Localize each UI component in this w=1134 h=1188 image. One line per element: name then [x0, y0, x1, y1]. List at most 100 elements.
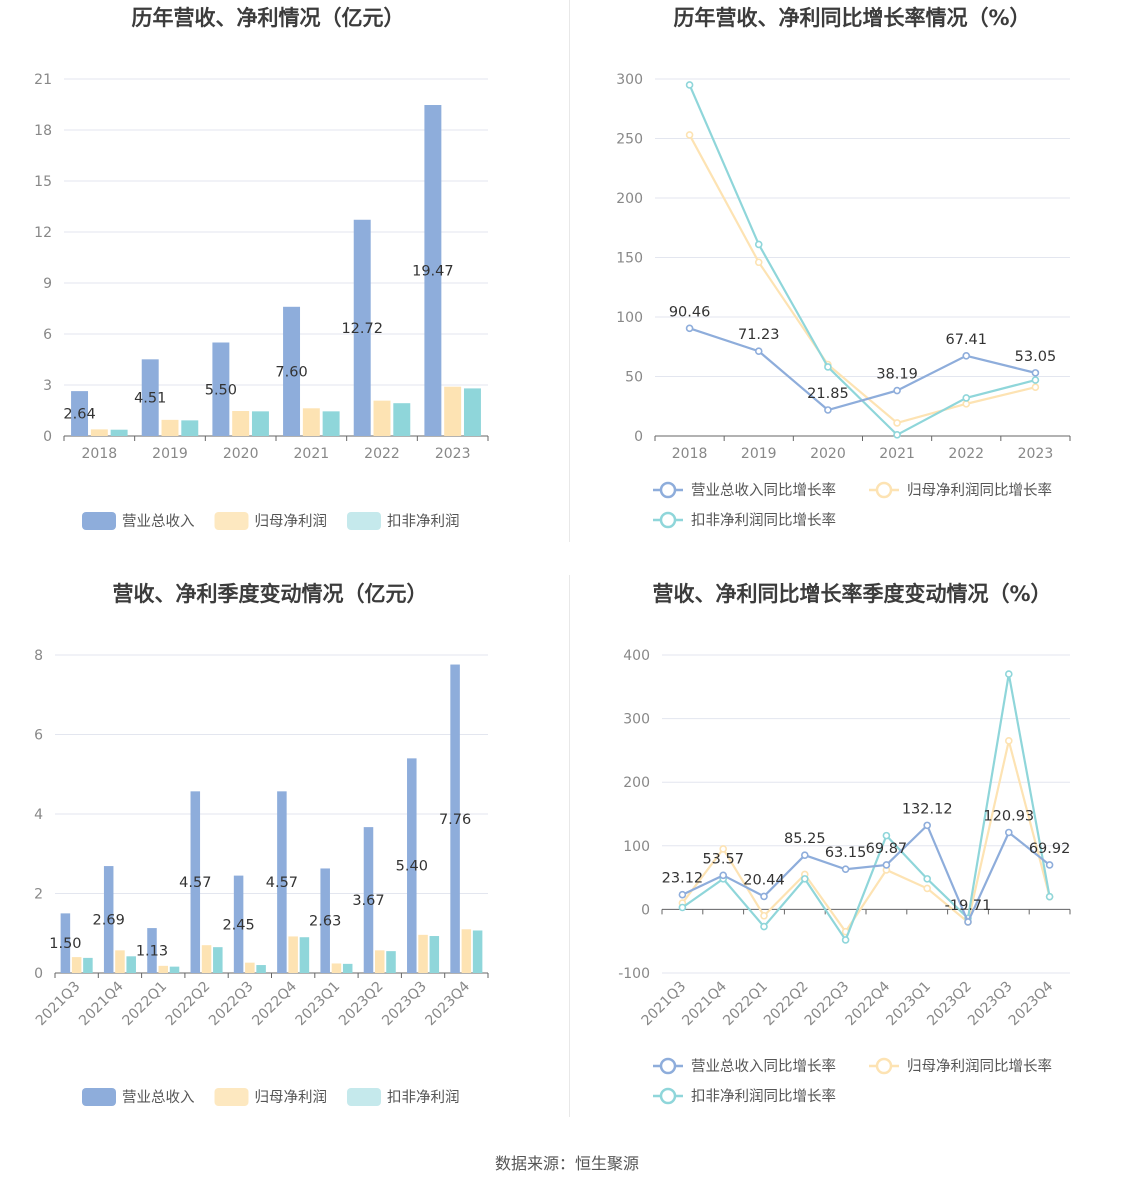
- data-point: [760, 911, 768, 920]
- series-line: [688, 134, 1036, 425]
- line-series-2: [678, 670, 1054, 944]
- line-data-label: 23.12: [662, 871, 704, 887]
- bar: [232, 411, 250, 436]
- x-tick-label: 2023Q4: [423, 978, 474, 1029]
- bar-data-label: 5.40: [396, 859, 428, 875]
- line-data-label: 132.12: [902, 801, 953, 817]
- line-series-0: [685, 324, 1040, 414]
- data-point: [824, 406, 832, 414]
- annual-bar-panel: 历年营收、净利情况（亿元） 0 3 6 9 12 15 18 21 2018 2019 2020 202…: [0, 0, 567, 560]
- bar: [90, 429, 108, 436]
- data-point: [685, 324, 694, 333]
- chart-title: 营收、净利同比增长率季度变动情况（%）: [652, 582, 1051, 606]
- data-point: [893, 419, 901, 427]
- line-data-label: 67.41: [945, 332, 987, 348]
- x-tick-label: 2023Q1: [293, 979, 344, 1030]
- y-tick-label: 0: [43, 429, 52, 445]
- data-point: [923, 875, 932, 883]
- x-tick-label: 2023Q3: [379, 979, 430, 1030]
- x-tick-label: 2023: [435, 446, 471, 462]
- legend: 营业总收入 归母净利润 扣非净利润: [82, 512, 460, 530]
- line-data-label: 90.46: [669, 304, 711, 320]
- x-tick-label: 2019: [741, 446, 777, 462]
- data-point: [719, 871, 727, 880]
- legend-label: 扣非净利润同比增长率: [691, 512, 836, 529]
- data-point: [962, 394, 971, 402]
- data-point: [760, 922, 768, 931]
- quarter-bar-chart: 营收、净利季度变动情况（亿元）024682021Q32021Q42022Q120…: [33, 582, 489, 1106]
- chart-title: 历年营收、净利情况（亿元）: [132, 6, 405, 30]
- annual-line-chart: 历年营收、净利同比增长率情况（%） 0 50 100 150 200 250 300 2018 2…: [616, 6, 1071, 529]
- bar: [429, 936, 440, 973]
- legend-label: 归母净利润同比增长率: [907, 482, 1052, 499]
- y-tick-label: 300: [623, 712, 650, 728]
- line-data-label: 120.93: [983, 808, 1034, 824]
- bar-series-2: [110, 388, 481, 436]
- data-point: [841, 865, 850, 874]
- bar-data-label: 4.51: [134, 391, 166, 407]
- y-tick-label: 100: [616, 310, 643, 326]
- x-tick-label: 2021Q4: [76, 978, 127, 1029]
- bar: [110, 429, 128, 436]
- y-tick-label: 400: [623, 648, 650, 664]
- line-data-label: 71.23: [738, 327, 780, 343]
- x-tick-label: 2023Q4: [1006, 978, 1057, 1029]
- bar: [158, 965, 169, 973]
- y-tick-label: 2: [34, 887, 43, 903]
- line-data-label: 63.15: [825, 845, 867, 861]
- bar: [60, 913, 71, 973]
- data-point: [1045, 861, 1054, 869]
- bar-data-label: 4.57: [179, 875, 211, 891]
- y-tick-label: 0: [641, 902, 650, 918]
- bar-series-2: [83, 930, 483, 973]
- bar: [71, 957, 82, 973]
- bar: [444, 386, 462, 436]
- data-point: [882, 831, 891, 840]
- bar: [147, 928, 157, 973]
- x-tick-label: 2019: [152, 446, 188, 462]
- x-tick-label: 2022: [364, 446, 400, 462]
- quarter-bar-panel: 营收、净利季度变动情况（亿元） 0 2 4 6 8 2021Q3 2021Q4 2022Q1 20…: [0, 575, 567, 1135]
- data-point: [824, 363, 832, 371]
- bar: [115, 950, 125, 973]
- bar-data-label: 19.47: [412, 264, 454, 280]
- legend-swatch: [82, 512, 116, 530]
- bar-data-label: 2.45: [222, 917, 254, 933]
- data-point: [1031, 383, 1040, 392]
- data-point: [719, 845, 727, 853]
- bar: [461, 929, 472, 973]
- y-tick-label: 50: [625, 370, 643, 386]
- legend-swatch: [214, 512, 249, 530]
- x-tick-label: 2018: [82, 446, 118, 462]
- bar-data-label: 3.67: [352, 893, 384, 909]
- data-point: [841, 936, 850, 944]
- legend-label: 归母净利润: [255, 513, 328, 530]
- bar: [393, 403, 411, 436]
- legend-swatch-marker: [659, 511, 677, 529]
- y-tick-label: 200: [623, 775, 650, 791]
- chart-title: 历年营收、净利同比增长率情况（%）: [673, 6, 1030, 30]
- legend-swatch: [347, 512, 381, 530]
- data-point: [760, 892, 768, 901]
- series-line: [681, 740, 1051, 934]
- legend-label: 扣非净利润同比增长率: [691, 1088, 836, 1105]
- bar: [161, 419, 179, 436]
- bar: [320, 868, 330, 973]
- x-tick-label: 2022Q4: [843, 978, 894, 1029]
- y-tick-label: 8: [34, 648, 43, 664]
- data-point: [678, 903, 687, 912]
- x-tick-label: 2021Q4: [679, 978, 730, 1029]
- y-tick-label: 200: [616, 191, 643, 207]
- bar-data-label: 12.72: [341, 321, 383, 337]
- series-line: [681, 673, 1051, 943]
- x-tick-label: 2022Q2: [163, 979, 214, 1030]
- legend-label: 归母净利润同比增长率: [907, 1058, 1052, 1075]
- legend-swatch-marker: [659, 1087, 677, 1105]
- legend: 营业总收入 归母净利润 扣非净利润: [82, 1088, 460, 1106]
- bar: [450, 664, 460, 973]
- bar-series-0: [71, 105, 442, 436]
- bar-data-label: 7.76: [439, 812, 471, 828]
- chart-title: 营收、净利季度变动情况（亿元）: [113, 582, 428, 606]
- legend-label: 营业总收入同比增长率: [691, 1058, 836, 1075]
- y-tick-label: 12: [34, 225, 52, 241]
